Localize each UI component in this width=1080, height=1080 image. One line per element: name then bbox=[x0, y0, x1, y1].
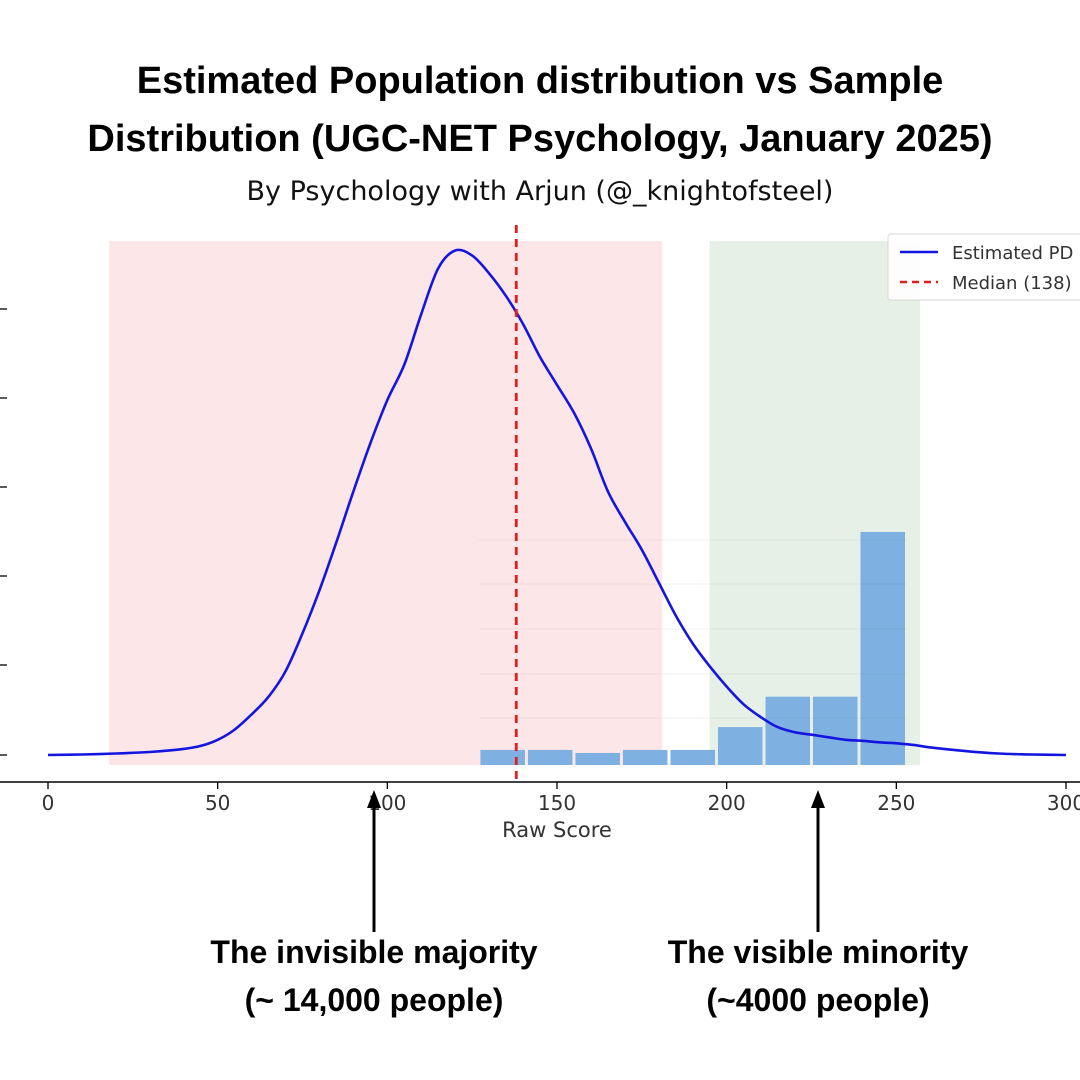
annotation-left-line-1: The invisible majority bbox=[210, 934, 538, 970]
title-line-2: Distribution (UGC-NET Psychology, Januar… bbox=[87, 118, 993, 160]
histogram-bar bbox=[813, 696, 858, 765]
legend-median-label: Median (138) bbox=[952, 273, 1072, 294]
legend-box bbox=[887, 233, 1080, 301]
shaded-region-red bbox=[109, 241, 663, 765]
title-line-1: Estimated Population distribution vs Sam… bbox=[136, 60, 944, 102]
histogram-bar bbox=[717, 727, 763, 765]
arrow-to-majority bbox=[367, 790, 381, 932]
x-tick-label: 50 bbox=[205, 791, 230, 815]
arrow-to-majority-head bbox=[367, 790, 381, 808]
annotation-visible-minority: The visible minority (~4000 people) bbox=[618, 928, 1018, 1024]
histogram-bar bbox=[860, 531, 906, 765]
annotation-left-line-2: (~ 14,000 people) bbox=[244, 982, 504, 1018]
arrow-to-minority-head bbox=[811, 790, 825, 808]
annotation-right-line-1: The visible minority bbox=[667, 934, 969, 970]
x-tick-label: 300 bbox=[1047, 791, 1080, 815]
density-curve bbox=[47, 248, 1067, 757]
x-tick-label: 250 bbox=[877, 791, 915, 815]
legend: Estimated PD Median (138) bbox=[887, 233, 1080, 301]
x-axis-label: Raw Score bbox=[502, 818, 612, 842]
annotation-invisible-majority: The invisible majority (~ 14,000 people) bbox=[174, 928, 574, 1024]
x-tick-label: 0 bbox=[42, 791, 55, 815]
x-tick-label: 150 bbox=[538, 791, 576, 815]
histogram-bar bbox=[527, 749, 573, 765]
chart-subtitle: By Psychology with Arjun (@_knightofstee… bbox=[246, 176, 834, 207]
histogram-bar bbox=[480, 749, 525, 765]
histogram-bar bbox=[575, 752, 620, 765]
arrow-to-minority bbox=[811, 790, 825, 932]
legend-curve-label: Estimated PD bbox=[952, 243, 1073, 264]
histogram-bar bbox=[670, 749, 715, 765]
annotation-right-line-2: (~4000 people) bbox=[706, 982, 930, 1018]
x-tick-label: 200 bbox=[708, 791, 746, 815]
chart-title: Estimated Population distribution vs Sam… bbox=[0, 52, 1080, 168]
histogram-bar bbox=[622, 749, 668, 765]
